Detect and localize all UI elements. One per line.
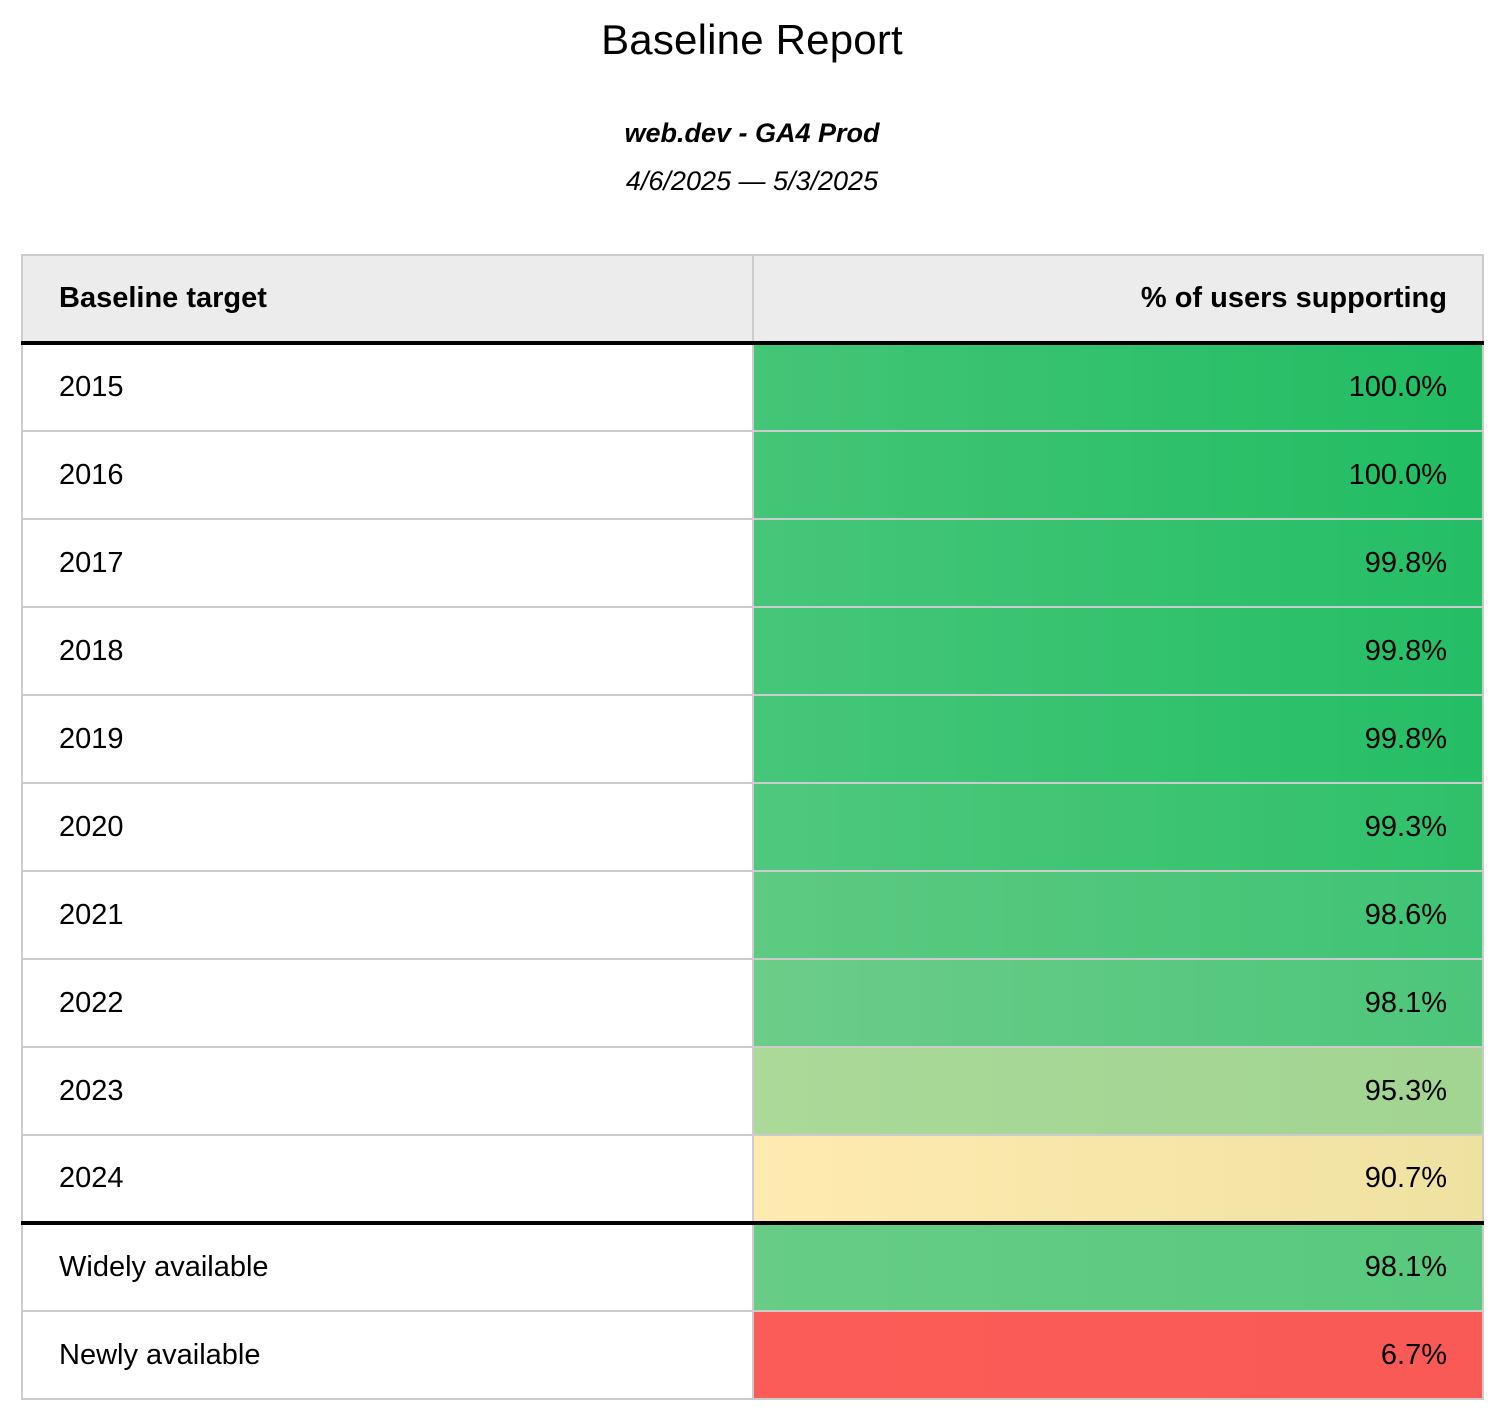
pct-users-supporting-cell: 98.6% <box>752 870 1483 959</box>
column-header-pct-users-supporting: % of users supporting <box>752 255 1483 345</box>
table-body: 2015 100.0% 2016 100.0% 2017 99.8% 2018 99.8% 20… <box>22 342 1483 1399</box>
column-header-baseline-target: Baseline target <box>22 255 754 345</box>
baseline-target-cell: Newly available <box>22 1310 754 1399</box>
table-row: 2020 99.3% <box>22 782 1483 871</box>
pct-users-supporting-cell: 99.8% <box>752 518 1483 607</box>
table-row: 2015 100.0% <box>22 342 1483 431</box>
pct-users-supporting-cell: 6.7% <box>752 1310 1483 1399</box>
pct-users-supporting-cell: 95.3% <box>752 1046 1483 1135</box>
baseline-target-cell: 2018 <box>22 606 754 695</box>
table-row: 2022 98.1% <box>22 958 1483 1047</box>
baseline-target-cell: 2020 <box>22 782 754 871</box>
pct-users-supporting-cell: 99.3% <box>752 782 1483 871</box>
table-row: 2017 99.8% <box>22 518 1483 607</box>
report-source: web.dev - GA4 Prod <box>624 118 880 148</box>
baseline-target-cell: 2022 <box>22 958 754 1047</box>
baseline-table: Baseline target % of users supporting 20… <box>21 254 1484 1400</box>
table-row: Widely available 98.1% <box>22 1221 1483 1311</box>
pct-users-supporting-cell: 100.0% <box>752 430 1483 519</box>
report-header: Baseline Report web.dev - GA4 Prod 4/6/2… <box>0 0 1504 197</box>
baseline-target-cell: 2019 <box>22 694 754 783</box>
page-title: Baseline Report <box>601 16 903 63</box>
baseline-target-cell: 2017 <box>22 518 754 607</box>
baseline-target-cell: Widely available <box>22 1221 754 1311</box>
table-row: 2024 90.7% <box>22 1134 1483 1223</box>
table-row: 2018 99.8% <box>22 606 1483 695</box>
baseline-target-cell: 2023 <box>22 1046 754 1135</box>
table-row: 2023 95.3% <box>22 1046 1483 1135</box>
report-date-range: 4/6/2025 — 5/3/2025 <box>625 166 879 196</box>
table-row: Newly available 6.7% <box>22 1310 1483 1399</box>
table-row: 2021 98.6% <box>22 870 1483 959</box>
pct-users-supporting-cell: 99.8% <box>752 606 1483 695</box>
pct-users-supporting-cell: 90.7% <box>752 1134 1483 1223</box>
baseline-target-cell: 2021 <box>22 870 754 959</box>
pct-users-supporting-cell: 99.8% <box>752 694 1483 783</box>
baseline-target-cell: 2015 <box>22 342 754 431</box>
pct-users-supporting-cell: 100.0% <box>752 342 1483 431</box>
table-row: 2019 99.8% <box>22 694 1483 783</box>
table-header: Baseline target % of users supporting <box>22 255 1483 345</box>
pct-users-supporting-cell: 98.1% <box>752 958 1483 1047</box>
baseline-target-cell: 2016 <box>22 430 754 519</box>
table-header-row: Baseline target % of users supporting <box>22 255 1483 345</box>
pct-users-supporting-cell: 98.1% <box>752 1221 1483 1311</box>
baseline-target-cell: 2024 <box>22 1134 754 1223</box>
table-row: 2016 100.0% <box>22 430 1483 519</box>
